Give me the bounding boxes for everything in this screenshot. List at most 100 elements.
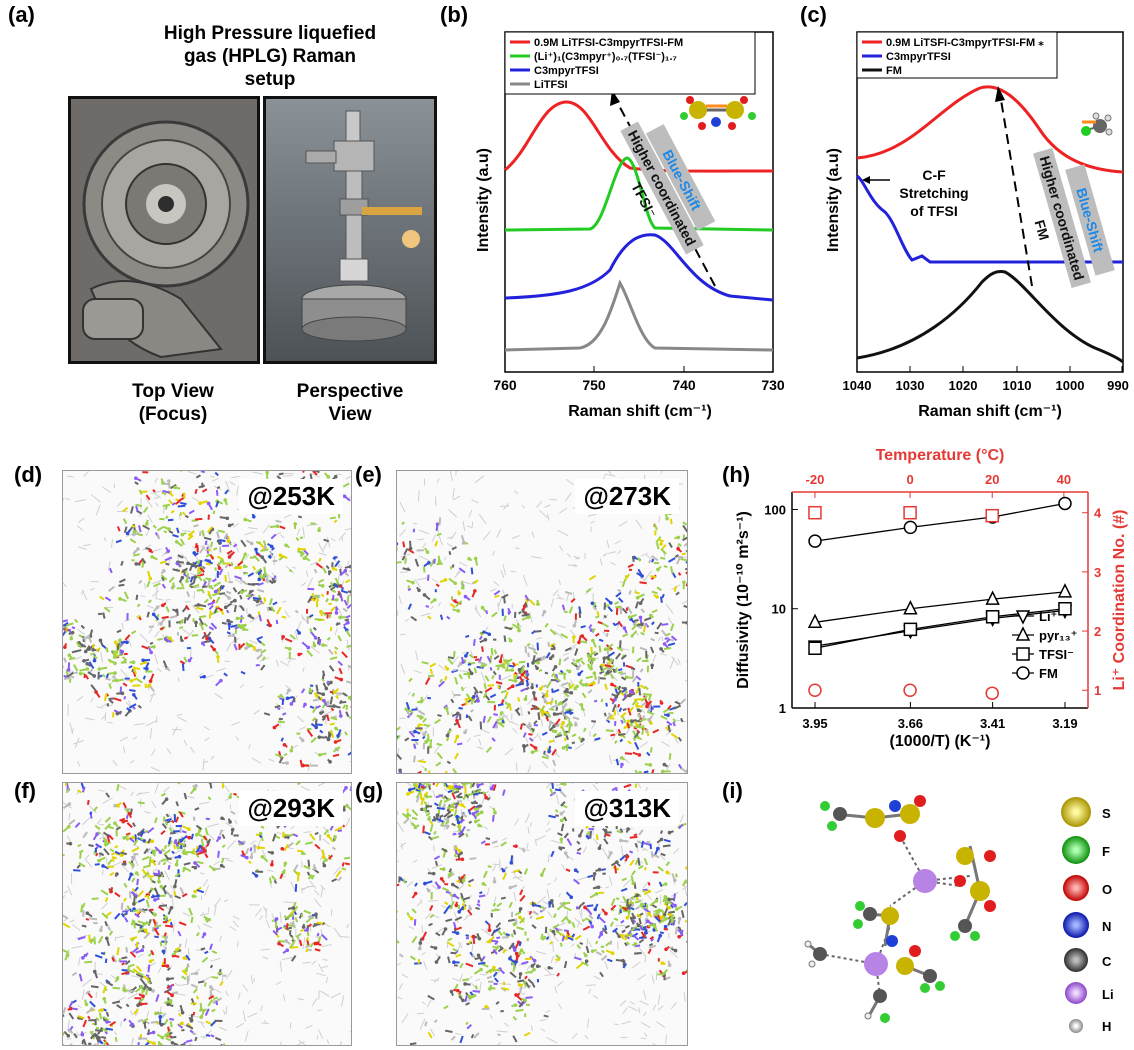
panel-label-i: (i)	[722, 778, 743, 803]
panel-h-point	[808, 641, 822, 655]
panel-label-b: (b)	[440, 2, 469, 27]
panel-h-top-tick-label: 40	[1057, 472, 1071, 487]
panel-c-dashed-arrow	[999, 93, 1033, 287]
md-snapshot-313k-render	[397, 783, 687, 1045]
panel-b-xtick-1: 750	[582, 377, 606, 393]
panel-b-legend-1: (Li⁺)₁(C3mpyr⁺)₀.₇(TFSI⁻)₁.₇	[534, 51, 677, 63]
panel-h-point	[985, 590, 1000, 605]
panel-h-series-line	[814, 591, 1066, 623]
panel-h-legend-marker	[1015, 626, 1031, 641]
panel-h-ytick-label: 100	[764, 502, 786, 517]
panel-h-point	[808, 534, 822, 548]
panel-c-xtick-4: 1000	[1056, 378, 1085, 393]
panel-label-h: (h)	[722, 462, 751, 487]
panel-h-top-tick-label: 0	[906, 472, 913, 487]
panel-b-curve-complex	[504, 156, 774, 232]
panel-h-y2label: Li⁺ Coordination No. (#)	[1111, 510, 1128, 691]
panel-c-xtick-3: 1010	[1003, 378, 1032, 393]
panel-h-point	[1057, 583, 1073, 598]
panel-c-legend-2: FM	[886, 65, 902, 77]
panel-c-xtick-2: 1020	[949, 378, 978, 393]
panel-h-coordination-circle	[903, 683, 917, 697]
panel-h-legend-label: pyr₁₃⁺	[1039, 628, 1077, 643]
panel-h-coordination-square	[985, 508, 999, 523]
caption-perspective-line2: View	[328, 404, 372, 425]
panel-b-curve-c3mpyrtfsi	[504, 233, 774, 302]
legend-s: S	[1102, 806, 1111, 821]
hydrogen-atom-icon	[1069, 1019, 1083, 1033]
legend-li: Li	[1102, 987, 1114, 1002]
md-label-293k: @293K	[239, 791, 343, 826]
panel-b-raman-chart: Blue-Shift Higher coordinated TFSI⁻ 0.9M…	[475, 31, 785, 420]
legend-f: F	[1102, 844, 1110, 859]
panel-c-legend-0: 0.9M LiTSFI-C3mpyrTFSI-FM ⁎	[886, 37, 1044, 49]
panel-h-xtick-label: 3.41	[980, 716, 1005, 731]
caption-perspective-view: Perspective View	[290, 380, 410, 426]
tfsi-molecule-icon	[680, 96, 756, 130]
panel-label-g: (g)	[355, 778, 384, 803]
panel-h-series-line	[814, 502, 1066, 542]
md-snapshot-273k: @273K	[396, 470, 688, 774]
panel-c-xtick-0: 1040	[843, 378, 872, 393]
panel-h-y2tick-label: 4	[1094, 506, 1102, 521]
legend-h: H	[1102, 1019, 1111, 1034]
panel-h-legend-marker	[1016, 647, 1030, 661]
panel-i-li-solvation-structure	[804, 795, 996, 1023]
lithium-atom-icon	[1065, 982, 1087, 1004]
panel-h-top-xlabel: Temperature (°C)	[876, 447, 1005, 464]
panel-h-coordination-square	[808, 505, 822, 520]
panel-c-fm-label: FM	[1032, 218, 1053, 242]
panel-h-xtick-label: 3.19	[1052, 716, 1077, 731]
panel-h-legend-marker	[1016, 666, 1030, 680]
panel-c-legend-1: C3mpyrTFSI	[886, 51, 951, 63]
panel-b-legend	[504, 31, 756, 95]
panel-h-y2tick-label: 1	[1094, 683, 1101, 698]
panel-b-legend-3: LiTFSI	[534, 79, 568, 91]
panel-b-xlabel: Raman shift (cm⁻¹)	[568, 403, 712, 420]
panel-label-e: (e)	[355, 462, 382, 487]
panel-c-cf-line3: of TFSI	[910, 203, 957, 219]
fm-molecule-icon	[1081, 112, 1113, 136]
panel-h-legend-marker	[1015, 610, 1031, 625]
caption-top-view-line2: (Focus)	[138, 404, 208, 425]
panel-c-xtick-5: 990	[1107, 378, 1129, 393]
md-label-253k: @253K	[239, 479, 343, 514]
panel-h-coordination-square	[903, 505, 917, 520]
panel-b-xtick-2: 740	[672, 377, 696, 393]
panel-label-c: (c)	[800, 2, 827, 27]
top-view-photo	[68, 96, 260, 364]
md-snapshot-273k-render	[397, 471, 687, 773]
panel-c-curve-c3mpyrtfsi	[856, 174, 1123, 264]
md-snapshot-293k: @293K	[62, 782, 352, 1046]
panel-i-atom-legend: S F O N C Li H	[1060, 790, 1130, 1040]
panel-h-point	[1058, 601, 1072, 616]
panel-h-top-tick-label: -20	[806, 472, 825, 487]
panel-c-fm-text: FM	[1032, 218, 1053, 242]
legend-n: N	[1102, 919, 1111, 934]
panel-c-arrowhead	[995, 86, 1005, 102]
panel-h-point	[1058, 496, 1072, 511]
legend-o: O	[1102, 882, 1112, 897]
panel-h-coordination-circle	[808, 683, 822, 697]
panel-b-curve-mixture	[504, 100, 774, 173]
md-label-273k: @273K	[575, 479, 679, 514]
panel-c-ylabel: Intensity (a.u)	[825, 148, 842, 252]
panel-b-xtick-0: 760	[493, 377, 517, 393]
sulfur-atom-icon	[1061, 797, 1091, 827]
panel-c-xlabel: Raman shift (cm⁻¹)	[918, 403, 1062, 420]
panel-h-legend-label: FM	[1039, 666, 1058, 681]
panel-h-y2tick-label: 2	[1094, 624, 1101, 639]
panel-h-point	[903, 600, 918, 615]
panel-c-curve-fm	[856, 270, 1124, 364]
panel-a-title-line3: setup	[244, 69, 296, 90]
perspective-view-photo	[263, 96, 437, 364]
caption-top-view: Top View (Focus)	[118, 380, 228, 426]
legend-c: C	[1102, 954, 1112, 969]
panel-b-xtick-3: 730	[761, 377, 785, 393]
panel-b-curve-litfsi	[504, 279, 774, 352]
panel-h-coordination-circle	[985, 686, 999, 700]
panel-a-title-line2: gas (HPLG) Raman	[183, 46, 357, 67]
fluorine-atom-icon	[1062, 836, 1090, 864]
panel-h-ytick-label: 10	[772, 602, 786, 617]
caption-perspective-line1: Perspective	[296, 381, 404, 402]
